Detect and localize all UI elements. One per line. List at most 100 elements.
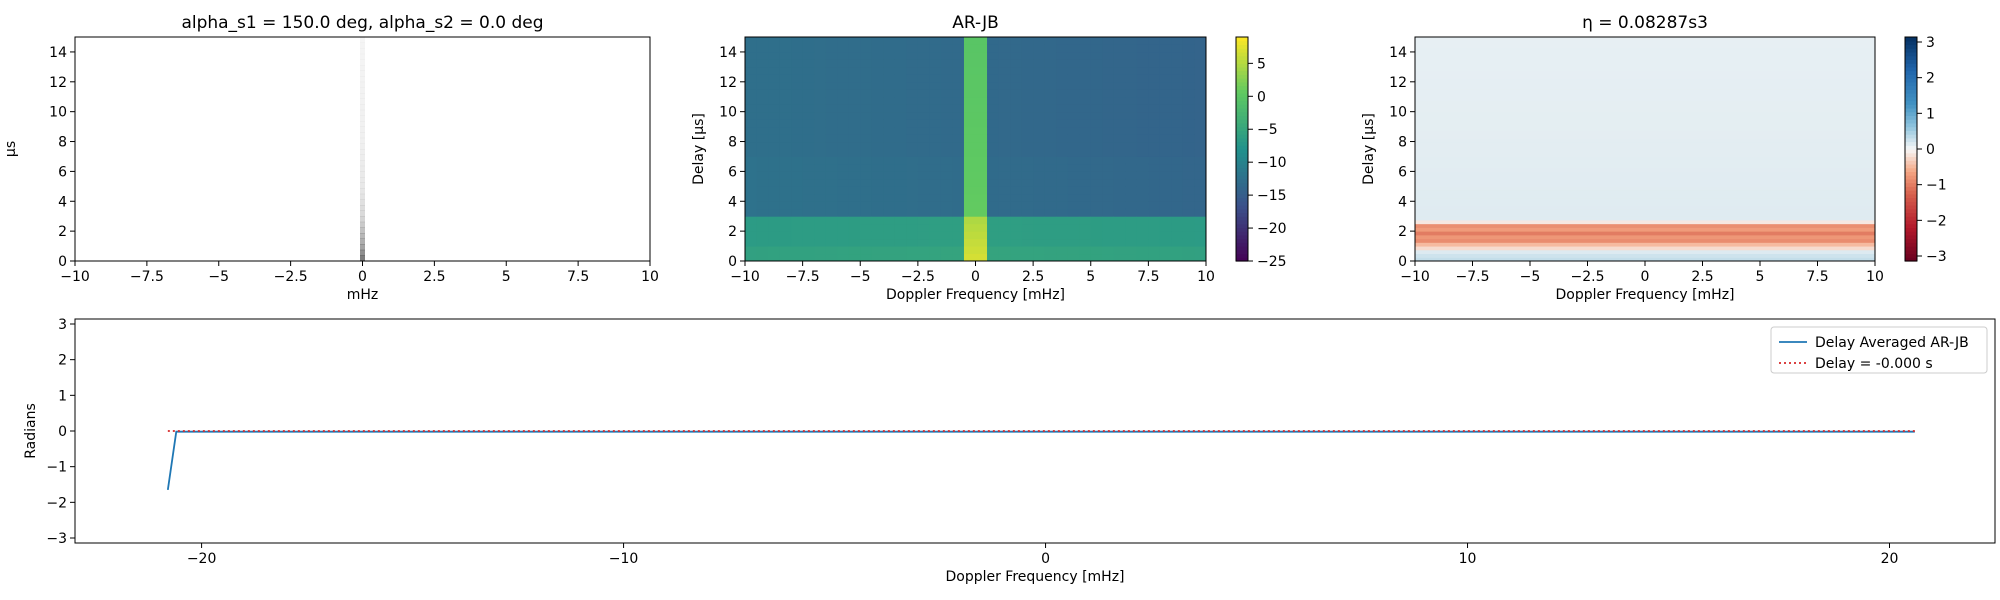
heatmap-cell: [1090, 246, 1103, 255]
heatmap-cell: [906, 216, 919, 225]
heatmap-cell: [802, 149, 815, 157]
heatmap-cell: [906, 246, 919, 255]
heatmap-cell: [1044, 104, 1057, 113]
heatmap-cell: [756, 51, 769, 60]
heatmap-cell: [756, 253, 769, 262]
heatmap-cell: [848, 208, 861, 217]
heatmap-cell: [745, 163, 758, 172]
heatmap-cell: [1194, 96, 1207, 105]
heatmap-cell: [894, 89, 907, 98]
heatmap-cell: [756, 201, 769, 210]
heatmap-cell: [871, 223, 884, 232]
heatmap-cell: [871, 89, 884, 98]
heatmap-cell: [1044, 59, 1057, 68]
heatmap-cell: [987, 37, 1000, 45]
delay-bin-cell: [360, 205, 365, 211]
heatmap-cell: [825, 149, 838, 157]
x-tick-label: 5: [502, 269, 511, 285]
heatmap-cell: [1113, 156, 1126, 165]
heatmap-cell: [1159, 51, 1172, 60]
heatmap-cell: [837, 74, 850, 83]
heatmap-cell: [779, 253, 792, 262]
colorbar-segment: [1236, 96, 1248, 102]
heatmap-cell: [883, 186, 896, 195]
heatmap-cell: [1194, 193, 1207, 202]
heatmap-cell: [1010, 81, 1023, 90]
colorbar-segment: [1905, 137, 1917, 143]
heatmap-cell: [987, 89, 1000, 98]
heatmap-cell: [917, 37, 930, 45]
heatmap-cell: [871, 111, 884, 120]
heatmap-cell: [929, 96, 942, 105]
heatmap-cell: [871, 193, 884, 202]
colorbar-segment: [1236, 205, 1248, 210]
heatmap-cell: [1079, 171, 1092, 180]
colorbar-segment: [1905, 186, 1917, 191]
series-line-delay-averaged: [166, 430, 1915, 490]
heatmap-cell: [975, 163, 988, 172]
y-axis-label: Delay [μs]: [1361, 113, 1377, 185]
heatmap-cell: [814, 186, 827, 195]
heatmap-cell: [1102, 253, 1115, 262]
heatmap-cell: [929, 51, 942, 60]
colorbar-segment: [1236, 212, 1248, 217]
heatmap-cell: [1021, 81, 1034, 90]
heatmap-cell: [963, 231, 976, 240]
phase-row-cell: [1415, 55, 1875, 60]
heatmap-cell: [940, 246, 953, 255]
heatmap-cell: [1090, 149, 1103, 157]
heatmap-cell: [1067, 119, 1080, 128]
heatmap-cell: [814, 149, 827, 157]
heatmap-cell: [814, 171, 827, 180]
heatmap-cell: [998, 104, 1011, 113]
heatmap-cell: [1033, 37, 1046, 45]
heatmap-cell: [987, 111, 1000, 120]
heatmap-cell: [929, 201, 942, 210]
heatmap-cell: [779, 44, 792, 53]
heatmap-cell: [963, 163, 976, 172]
heatmap-cell: [1125, 104, 1138, 113]
heatmap-cell: [1148, 81, 1161, 90]
heatmap-cell: [1125, 208, 1138, 217]
heatmap-cell: [1113, 141, 1126, 150]
colorbar-tick-label: 1: [1926, 106, 1935, 122]
heatmap-cell: [987, 59, 1000, 68]
heatmap-cell: [1056, 246, 1069, 255]
heatmap-cell: [906, 111, 919, 120]
heatmap-cell: [998, 246, 1011, 255]
heatmap-cell: [940, 238, 953, 247]
heatmap-cell: [1182, 208, 1195, 217]
phase-row-cell: [1415, 223, 1875, 228]
heatmap-cell: [987, 246, 1000, 255]
heatmap-cell: [1102, 126, 1115, 135]
heatmap-cell: [1136, 44, 1149, 53]
heatmap-cell: [883, 96, 896, 105]
panel-ar-jb-magnitude: −10 −7.5 −5 −2.5 0 2.5 5 7.5 1002468101214AR-JBD…: [691, 13, 1287, 303]
heatmap-cell: [745, 149, 758, 157]
heatmap-cell: [837, 201, 850, 210]
heatmap-cell: [1067, 66, 1080, 75]
heatmap-cell: [779, 89, 792, 98]
heatmap-cell: [1136, 186, 1149, 195]
x-tick-label: 10: [1459, 551, 1477, 567]
heatmap-cell: [814, 81, 827, 90]
heatmap-cell: [929, 37, 942, 45]
x-tick-label: 10: [1866, 269, 1884, 285]
x-tick-label: −10: [1400, 269, 1430, 285]
heatmap-cell: [998, 163, 1011, 172]
delay-bin-cell: [360, 177, 365, 183]
heatmap-cell: [745, 238, 758, 247]
phase-row-cell: [1415, 212, 1875, 217]
y-tick-label: 12: [49, 75, 67, 91]
heatmap-cell: [779, 119, 792, 128]
heatmap-cell: [906, 44, 919, 53]
colorbar-segment: [1236, 74, 1248, 79]
heatmap-cell: [987, 186, 1000, 195]
heatmap-cell: [791, 104, 804, 113]
colorbar-segment: [1905, 160, 1917, 165]
heatmap-cell: [825, 223, 838, 232]
heatmap-cell: [756, 44, 769, 53]
heatmap-cell: [1171, 163, 1184, 172]
heatmap-cell: [1148, 208, 1161, 217]
heatmap-cell: [1033, 238, 1046, 247]
